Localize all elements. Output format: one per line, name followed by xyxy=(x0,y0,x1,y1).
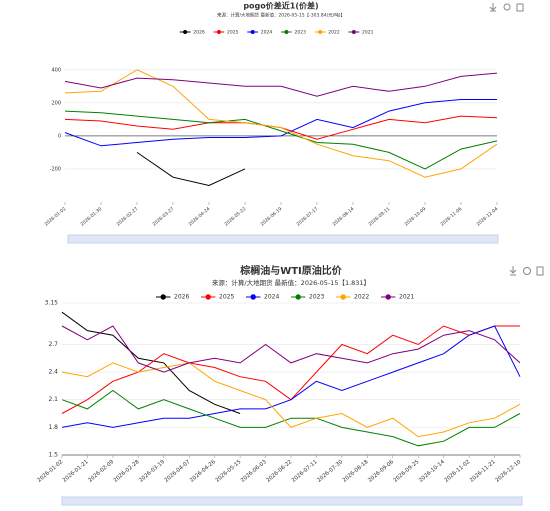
legend-marker xyxy=(250,294,256,300)
x-tick-label: 2026-02-28 xyxy=(113,459,141,484)
legend-label: 2023 xyxy=(295,30,307,36)
x-tick-label: 2026-02-27 xyxy=(115,206,139,227)
legend-label: 2024 xyxy=(264,294,279,301)
legend-label: 2025 xyxy=(219,294,234,301)
chart-subtitle: 来源：计算/大地期货 最新值：2026-05-15【1.831】 xyxy=(212,278,370,287)
series-line xyxy=(61,389,521,447)
x-tick-label: 2026-12-10 xyxy=(494,459,522,484)
x-tick-label: 2026-08-18 xyxy=(342,459,370,484)
legend-marker xyxy=(183,29,188,35)
legend-label: 2025 xyxy=(227,30,239,36)
data-zoom-slider[interactable] xyxy=(61,496,523,506)
x-tick-label: 2026-04-26 xyxy=(189,459,217,484)
x-tick-label: 2026-10-09 xyxy=(403,206,427,227)
legend-marker xyxy=(284,29,289,35)
x-tick-label: 2026-02-09 xyxy=(87,459,115,484)
refresh-icon[interactable] xyxy=(503,3,511,11)
x-tick-label: 2026-06-22 xyxy=(265,459,293,484)
legend-label: 2026 xyxy=(174,294,189,301)
series-line xyxy=(136,151,246,187)
x-tick-label: 2026-11-02 xyxy=(444,459,472,484)
chart-title: 棕榈油与WTI原油比价 xyxy=(239,264,343,277)
legend-marker xyxy=(160,294,166,300)
legend-marker xyxy=(385,294,391,300)
y-tick-label: 2.1 xyxy=(48,396,58,403)
series-line xyxy=(61,311,241,414)
x-tick-label: 2026-09-11 xyxy=(367,206,391,227)
delete-icon[interactable] xyxy=(516,3,524,12)
x-tick-label: 2026-11-06 xyxy=(439,206,463,227)
download-icon[interactable] xyxy=(509,266,517,276)
legend-label: 2023 xyxy=(309,294,324,301)
y-tick-label: 0 xyxy=(58,133,61,139)
legend-label: 2026 xyxy=(193,30,205,36)
x-tick-label: 2026-07-30 xyxy=(316,459,344,484)
series-line xyxy=(61,325,521,373)
chart-title: pogo价差近1(价差) xyxy=(243,1,318,11)
x-tick-label: 2026-10-14 xyxy=(418,459,446,484)
x-tick-label: 2026-05-22 xyxy=(223,206,247,227)
legend-label: 2021 xyxy=(362,30,374,36)
legend-marker xyxy=(351,29,356,35)
legend-marker xyxy=(250,29,255,35)
series-line xyxy=(61,325,521,428)
series-line xyxy=(61,362,521,438)
x-tick-label: 2026-03-19 xyxy=(138,459,166,484)
x-tick-label: 2026-01-30 xyxy=(79,206,103,227)
legend-label: 2021 xyxy=(399,294,414,301)
x-tick-label: 2026-01-02 xyxy=(43,206,67,227)
x-tick-label: 2026-07-17 xyxy=(295,206,319,227)
download-icon[interactable] xyxy=(489,3,497,12)
x-tick-label: 2026-04-07 xyxy=(164,459,192,484)
x-tick-label: 2026-05-15 xyxy=(215,459,243,484)
toolbar-2[interactable] xyxy=(509,266,544,276)
x-tick-label: 2026-01-02 xyxy=(36,459,64,484)
series-line xyxy=(64,72,498,97)
x-tick-label: 2026-11-21 xyxy=(469,459,497,484)
y-tick-label: 200 xyxy=(51,100,61,106)
legend-marker xyxy=(295,294,301,300)
legend-label: 2022 xyxy=(328,30,340,36)
series-line xyxy=(64,110,498,170)
legend-label: 2022 xyxy=(354,294,369,301)
x-tick-label: 2026-06-03 xyxy=(240,459,268,484)
x-tick-label: 2026-06-19 xyxy=(259,206,283,227)
toolbar-1[interactable] xyxy=(489,3,524,12)
legend-label: 2024 xyxy=(261,30,273,36)
x-tick-label: 2026-03-27 xyxy=(151,206,175,227)
data-zoom-slider[interactable] xyxy=(67,234,499,244)
x-tick-label: 2026-08-14 xyxy=(331,206,355,227)
y-tick-label: 1.8 xyxy=(48,424,58,431)
y-tick-label: 2.4 xyxy=(48,369,58,376)
y-tick-label: 400 xyxy=(51,67,61,73)
legend-marker xyxy=(340,294,346,300)
x-tick-label: 2026-07-11 xyxy=(291,459,319,484)
x-tick-label: 2026-04-24 xyxy=(187,206,211,227)
legend-marker xyxy=(205,294,211,300)
legend-marker xyxy=(216,29,221,35)
x-tick-label: 2026-09-25 xyxy=(393,459,421,484)
y-tick-label: -200 xyxy=(50,166,61,172)
y-tick-label: 3.15 xyxy=(45,300,59,307)
delete-icon[interactable] xyxy=(536,266,544,276)
x-tick-label: 2026-12-04 xyxy=(475,206,499,227)
x-tick-label: 2026-01-21 xyxy=(62,459,90,484)
series-line xyxy=(64,69,498,178)
legend-marker xyxy=(318,29,323,35)
chart-subtitle: 来源：计算/大地期货 最新值：2026-05-15【-303.84(元/吨)】 xyxy=(217,12,345,19)
y-tick-label: 1.5 xyxy=(48,452,58,459)
x-tick-label: 2026-09-06 xyxy=(367,459,395,484)
y-tick-label: 2.7 xyxy=(48,341,58,348)
refresh-icon[interactable] xyxy=(523,267,531,275)
series-line xyxy=(64,99,497,147)
